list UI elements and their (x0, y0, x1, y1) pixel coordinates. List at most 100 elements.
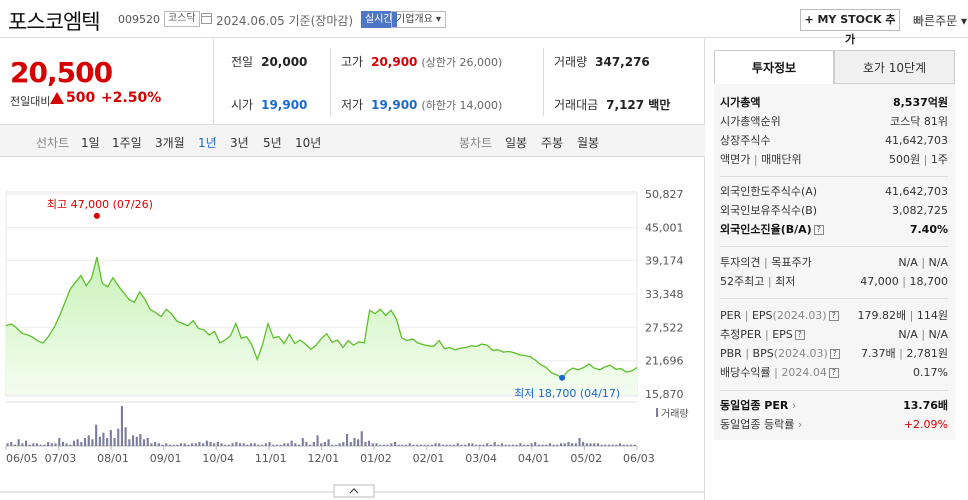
volume-bar (179, 443, 182, 446)
volume-bar (28, 444, 31, 446)
volume-legend-swatch (656, 408, 658, 417)
tab-1d[interactable]: 1일 (81, 136, 100, 150)
volume-bar (305, 442, 308, 446)
volume-bar (10, 442, 13, 446)
volume-bar (95, 424, 98, 446)
face-value-row: 액면가 | 매매단위 500원 | 1주 (720, 153, 948, 166)
candle-chart-label: 봉차트 (459, 136, 493, 150)
max-label: 최고 47,000 (07/26) (47, 198, 153, 211)
volume-bar (69, 444, 72, 446)
prev-close: 전일 20,000 (231, 53, 307, 70)
volume-bar (13, 444, 16, 446)
chevron-up-icon (349, 488, 359, 494)
invest-info-panel: 투자정보 호가 10단계 시가총액 8,537억원 시가총액순위 코스닥 81위… (714, 50, 955, 440)
x-tick-label: 11/01 (255, 452, 287, 465)
min-label: 최저 18,700 (04/17) (514, 387, 620, 400)
max-marker (93, 212, 100, 219)
volume-bar (272, 444, 275, 446)
help-icon[interactable]: ? (829, 349, 840, 359)
sector-rate-row[interactable]: 동일업종 등락률 › +2.09% (720, 416, 948, 434)
volume-bar (150, 443, 153, 446)
volume-bar (405, 444, 408, 446)
help-icon[interactable]: ? (828, 311, 839, 321)
upper-limit: (상한가 26,000) (421, 56, 503, 69)
est-eps-label: EPS (772, 328, 793, 341)
x-tick-label: 09/01 (150, 452, 182, 465)
tab-1y[interactable]: 1년 (198, 136, 217, 150)
volume-bar (32, 443, 35, 446)
volume-bar (227, 444, 230, 446)
volume-bar (375, 443, 378, 446)
volume-bar (619, 443, 622, 446)
volume-bar (412, 444, 415, 446)
volume-legend-label: 거래량 (661, 408, 689, 420)
my-stock-add-button[interactable]: + MY STOCK 추가 (800, 9, 900, 46)
trade-amount-label: 거래대금 (554, 98, 599, 112)
volume-bar (231, 443, 234, 446)
volume-bar (283, 443, 286, 446)
per-row: PER | EPS(2024.03)? 179.82배 | 114원 (720, 309, 948, 322)
tab-monthly[interactable]: 월봉 (577, 136, 600, 150)
volume-bar (600, 444, 603, 446)
volume-bar (571, 443, 574, 446)
volume-bar (608, 444, 611, 446)
volume-bar (530, 443, 533, 446)
volume-bar (117, 428, 120, 446)
face-value: 500원 (889, 153, 921, 166)
sector-per-row[interactable]: 동일업종 PER › 13.76배 (720, 399, 948, 412)
foreign-rate-row: 외국인소진율(B/A)? 7.40% (720, 221, 948, 239)
tab-weekly[interactable]: 주봉 (541, 136, 564, 150)
volume-bar (87, 435, 90, 446)
volume-bar (552, 444, 555, 446)
x-tick-label: 06/05 (6, 452, 38, 465)
volume-bar (523, 444, 526, 446)
volume-bar (76, 439, 79, 446)
volume-bar (312, 442, 315, 446)
volume-bar (401, 444, 404, 446)
realtime-button[interactable]: 실시간 (361, 11, 397, 28)
volume-bar (275, 444, 278, 446)
market-cap-rank-value: 코스닥 81위 (890, 115, 948, 128)
divider (720, 176, 948, 177)
tab-daily[interactable]: 일봉 (505, 136, 528, 150)
tab-hoga-10[interactable]: 호가 10단계 (834, 50, 955, 84)
min-marker (559, 374, 566, 381)
help-icon[interactable]: ? (813, 225, 824, 235)
volume-bar (563, 443, 566, 446)
volume-bar (61, 442, 64, 446)
foreign-limit-row: 외국인한도주식수(A) 41,642,703 (720, 183, 948, 201)
week52-low-label: 최저 (775, 275, 796, 288)
volume-bar (268, 442, 271, 446)
target-price-value: N/A (928, 256, 948, 269)
tab-3m[interactable]: 3개월 (155, 136, 185, 150)
shares-row: 상장주식수 41,642,703 (720, 132, 948, 150)
volume-bar (98, 436, 101, 446)
volume-bar (626, 444, 629, 446)
company-info-dropdown[interactable]: 기업개요 ▾ (391, 11, 446, 28)
volume-bar (36, 443, 39, 446)
volume-bar (183, 443, 186, 446)
volume-bar (512, 444, 515, 446)
volume-bar (128, 439, 131, 446)
tab-10y[interactable]: 10년 (295, 136, 322, 150)
quick-order-dropdown[interactable]: 빠른주문 ▾ (913, 14, 967, 28)
price-chart-svg[interactable]: 50,827 45,001 39,174 33,348 27,522 21,696 15,8… (0, 158, 705, 500)
volume-bar (224, 444, 227, 446)
volume-bar (560, 443, 563, 446)
high-price: 고가 20,900 (상한가 26,000) (341, 53, 502, 70)
volume-bar (633, 444, 636, 446)
volume-bar (467, 443, 470, 446)
volume-value: 347,276 (595, 55, 650, 69)
tab-5y[interactable]: 5년 (263, 136, 282, 150)
volume: 거래량 347,276 (554, 53, 650, 70)
price-chart[interactable]: 50,827 45,001 39,174 33,348 27,522 21,696 15,8… (0, 158, 705, 500)
volume-bar (253, 443, 256, 446)
tab-1w[interactable]: 1주일 (112, 136, 142, 150)
tab-3y[interactable]: 3년 (230, 136, 249, 150)
tab-invest-info[interactable]: 투자정보 (714, 50, 834, 84)
help-icon[interactable]: ? (828, 368, 839, 378)
help-icon[interactable]: ? (794, 330, 805, 340)
week52-high-value: 47,000 (860, 275, 899, 288)
volume-bar (242, 443, 245, 446)
est-per-row: 추정PER | EPS? N/A | N/A (720, 328, 948, 341)
